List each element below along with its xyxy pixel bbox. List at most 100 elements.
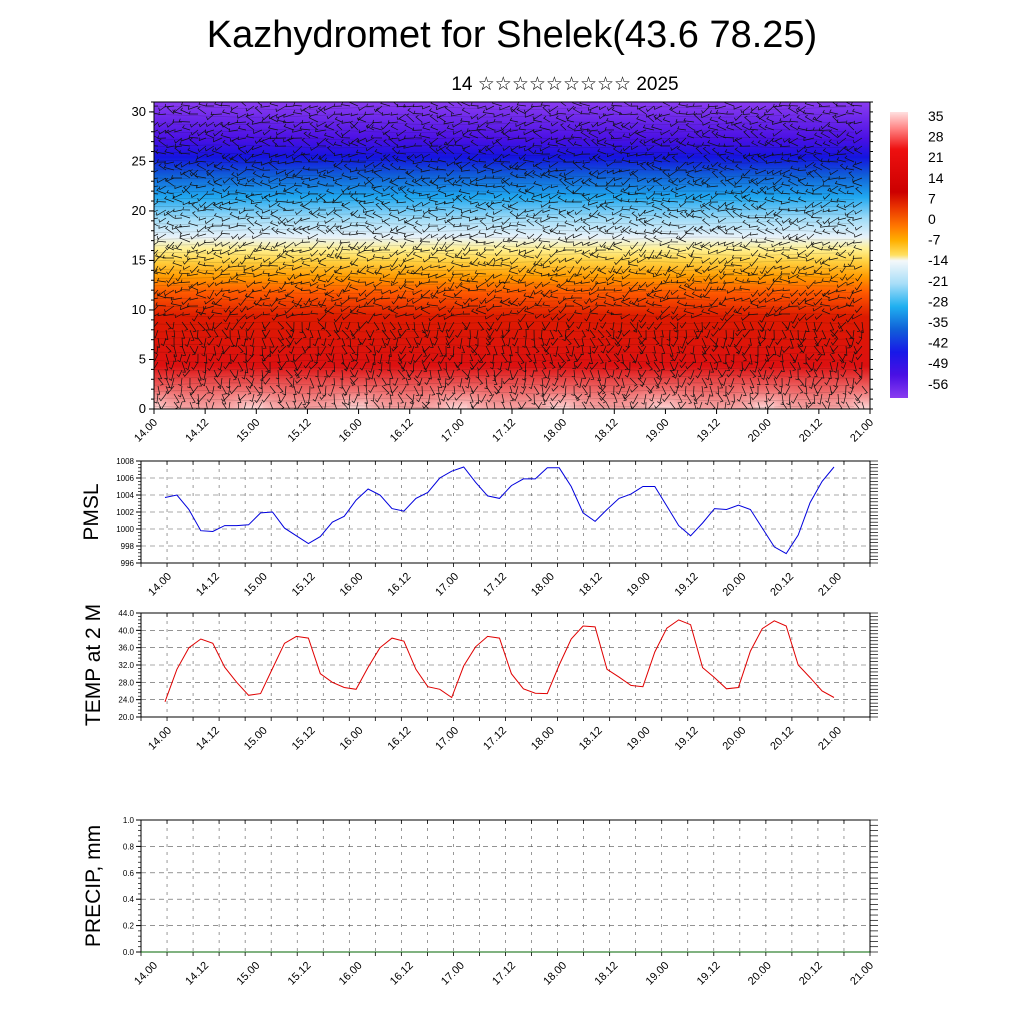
- wind-barb: [588, 178, 599, 187]
- wind-barb: [639, 249, 647, 258]
- wind-barb: [587, 201, 599, 206]
- wind-barb: [457, 377, 463, 388]
- wind-barb: [414, 177, 423, 183]
- wind-barb: [221, 154, 231, 163]
- colorbar-label: -35: [928, 314, 948, 330]
- wind-barb: [230, 164, 239, 171]
- wind-barb: [542, 245, 551, 251]
- wind-barb: [485, 401, 488, 409]
- wind-barb: [366, 268, 375, 275]
- wind-barb: [533, 385, 540, 395]
- wind-barb: [725, 230, 735, 235]
- wind-barb: [811, 243, 823, 251]
- wind-barb: [340, 265, 351, 270]
- wind-barb: [676, 279, 687, 284]
- wind-barb: [276, 241, 287, 247]
- wind-barb: [797, 377, 804, 386]
- wind-barb: [605, 292, 615, 299]
- wind-barb: [541, 353, 547, 362]
- wind-barb: [475, 182, 487, 187]
- wind-barb: [711, 170, 719, 179]
- wind-barb: [780, 353, 784, 363]
- wind-barb: [452, 129, 463, 135]
- wind-barb: [565, 337, 572, 346]
- wind-barb: [212, 202, 223, 211]
- wind-barb: [174, 137, 183, 144]
- colorbar-label: -28: [928, 293, 948, 309]
- wind-barb: [772, 121, 783, 125]
- wind-barb: [597, 287, 607, 291]
- wind-barb: [171, 252, 183, 259]
- precip-panel-x-tick-label: 14.00: [132, 960, 160, 988]
- wind-barb: [823, 337, 831, 347]
- wind-barb: [749, 121, 759, 125]
- wind-barb: [315, 128, 327, 133]
- wind-barb: [771, 329, 775, 341]
- temp-panel-y-tick-label: 40.0: [118, 626, 134, 635]
- wind-barb: [790, 289, 799, 297]
- wind-barb: [196, 253, 207, 259]
- wind-barb: [789, 329, 795, 340]
- wind-barb: [827, 289, 839, 296]
- temp-panel-x-tick-label: 18.00: [529, 725, 557, 753]
- wind-barb: [427, 273, 439, 278]
- wind-barb: [452, 237, 463, 243]
- wind-barb: [841, 361, 847, 370]
- wind-barb: [583, 273, 591, 280]
- wind-barb: [719, 273, 727, 280]
- wind-barb: [308, 158, 319, 163]
- wind-barb: [638, 217, 647, 227]
- wind-barb: [814, 321, 823, 332]
- wind-barb: [381, 289, 391, 295]
- colorbar-label: 28: [928, 129, 944, 145]
- wind-barb: [419, 192, 431, 197]
- wind-barb: [666, 295, 679, 299]
- wind-barb: [847, 249, 855, 257]
- wind-barb: [477, 321, 485, 331]
- wind-barb: [301, 257, 311, 261]
- wind-barb: [204, 257, 215, 261]
- wind-barb: [845, 102, 855, 107]
- wind-barb: [512, 337, 519, 347]
- wind-barb: [216, 353, 223, 362]
- wind-barb: [724, 165, 735, 171]
- wind-barb: [628, 281, 639, 291]
- wind-barb: [462, 145, 471, 150]
- wind-barb: [552, 265, 559, 273]
- section-x-tick-label: 19.00: [644, 417, 672, 445]
- wind-barb: [428, 254, 439, 259]
- wind-barb: [548, 305, 559, 313]
- wind-barb: [523, 241, 535, 245]
- section-x-tick-label: 17.00: [439, 417, 467, 445]
- wind-barb: [597, 369, 601, 381]
- wind-barb: [486, 135, 495, 140]
- wind-barb: [454, 393, 463, 401]
- wind-barb: [207, 337, 215, 346]
- wind-barb: [430, 289, 439, 299]
- wind-barb: [608, 131, 615, 139]
- wind-barb: [366, 103, 375, 107]
- wind-barb: [691, 291, 703, 299]
- wind-barb: [484, 297, 495, 304]
- wind-barb: [575, 393, 583, 400]
- wind-barb: [308, 210, 319, 219]
- wind-barb: [230, 273, 239, 281]
- wind-barb: [245, 114, 255, 123]
- wind-barb: [845, 227, 855, 235]
- wind-barb: [302, 227, 311, 235]
- wind-barb: [837, 305, 847, 310]
- wind-barb: [310, 310, 319, 315]
- wind-barb: [269, 135, 279, 140]
- wind-barb: [710, 304, 719, 308]
- wind-barb: [187, 272, 199, 277]
- wind-barb: [470, 361, 479, 371]
- wind-barb: [383, 241, 391, 250]
- wind-barb: [563, 247, 574, 251]
- wind-barb: [509, 385, 513, 394]
- wind-barb: [731, 393, 735, 403]
- wind-barb: [638, 281, 647, 289]
- wind-barb: [246, 113, 255, 117]
- wind-barb: [774, 297, 783, 302]
- wind-barb: [238, 153, 247, 163]
